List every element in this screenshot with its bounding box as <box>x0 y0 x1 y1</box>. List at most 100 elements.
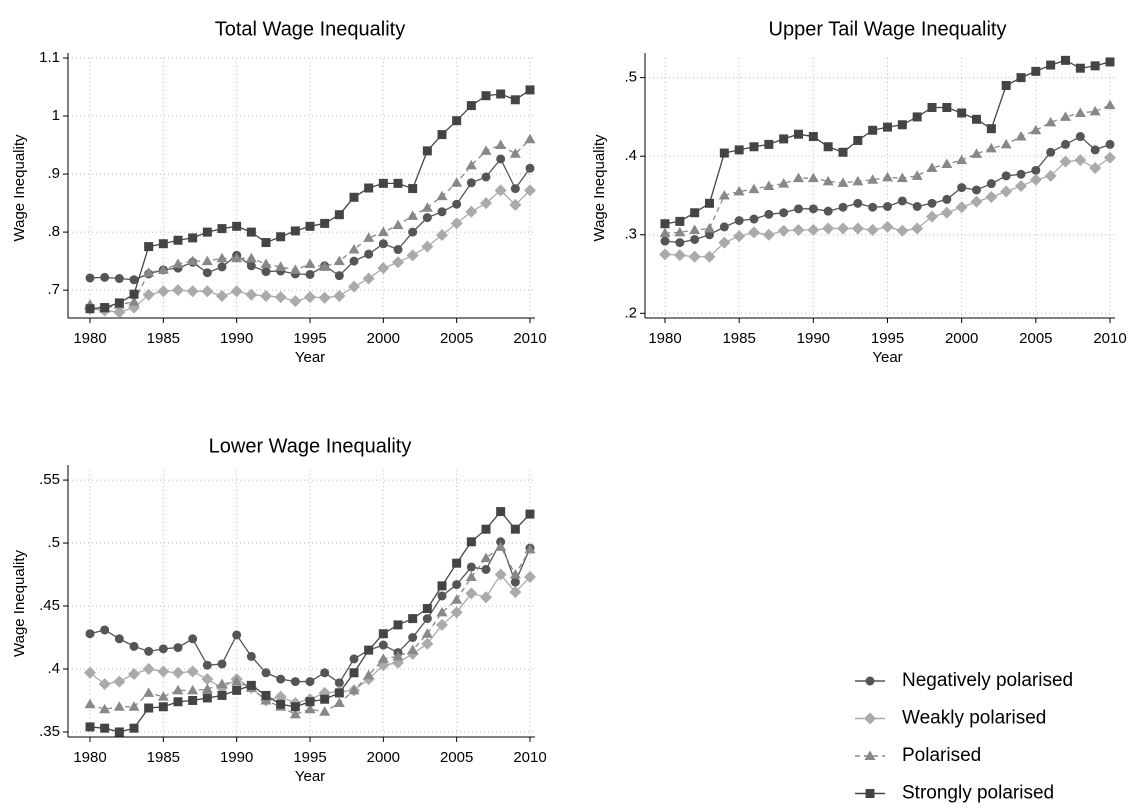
marker <box>128 296 140 306</box>
marker <box>1029 173 1042 186</box>
marker <box>867 174 879 184</box>
marker <box>364 645 374 655</box>
marker <box>436 606 448 617</box>
marker <box>718 236 731 249</box>
marker <box>188 695 198 705</box>
marker <box>733 186 745 196</box>
marker <box>261 238 271 248</box>
marker <box>245 288 258 301</box>
marker <box>334 688 344 698</box>
marker <box>777 224 790 237</box>
marker <box>690 234 700 244</box>
marker <box>1045 116 1057 127</box>
marker <box>719 222 729 232</box>
x-tick-label: 1985 <box>147 330 180 347</box>
marker <box>348 280 360 293</box>
marker <box>364 249 374 259</box>
marker <box>970 195 983 208</box>
marker <box>276 674 286 684</box>
marker <box>276 232 286 242</box>
marker <box>245 252 257 263</box>
marker <box>986 124 996 134</box>
marker <box>84 698 96 709</box>
marker <box>276 699 286 709</box>
x-axis-label: Year <box>295 768 325 785</box>
marker <box>480 552 492 563</box>
marker <box>348 684 360 695</box>
marker <box>524 133 536 144</box>
marker <box>201 285 214 298</box>
marker <box>85 722 95 732</box>
chart-title: Total Wage Inequality <box>215 18 405 40</box>
marker <box>422 614 432 624</box>
marker <box>393 620 403 630</box>
marker <box>451 177 463 187</box>
marker <box>436 618 448 631</box>
y-tick-label: .5 <box>624 69 637 86</box>
marker <box>378 629 388 639</box>
marker <box>157 665 170 678</box>
marker <box>157 264 169 274</box>
x-tick-label: 2010 <box>1093 330 1126 347</box>
chart-title: Lower Wage Inequality <box>209 435 412 457</box>
marker <box>143 687 155 697</box>
marker <box>926 210 938 223</box>
marker <box>305 221 315 231</box>
marker <box>823 142 833 152</box>
marker <box>1104 99 1116 110</box>
marker <box>158 644 168 654</box>
marker <box>764 139 774 149</box>
marker <box>202 660 212 670</box>
legend-label: Polarised <box>902 745 981 766</box>
marker <box>509 198 522 211</box>
marker <box>230 285 243 298</box>
x-tick-label: 2010 <box>513 330 546 347</box>
marker <box>408 184 418 194</box>
marker <box>1074 154 1087 167</box>
marker <box>246 261 256 271</box>
marker <box>883 122 892 132</box>
marker <box>305 677 315 687</box>
marker <box>480 145 492 155</box>
marker <box>986 179 996 189</box>
marker <box>897 120 907 130</box>
x-tick-label: 1990 <box>220 749 253 766</box>
marker <box>659 248 671 261</box>
marker <box>187 255 199 266</box>
marker <box>495 139 507 150</box>
marker <box>172 666 184 679</box>
marker <box>659 227 671 238</box>
marker <box>100 272 110 282</box>
marker <box>510 577 520 587</box>
marker <box>349 668 359 678</box>
marker <box>779 208 789 218</box>
marker <box>421 202 433 212</box>
marker <box>940 206 953 219</box>
marker <box>231 252 243 263</box>
marker <box>496 89 506 99</box>
marker <box>100 303 110 313</box>
marker <box>794 129 803 139</box>
marker <box>304 703 316 714</box>
y-tick-label: .2 <box>624 304 637 321</box>
marker <box>451 594 463 604</box>
marker <box>705 230 714 240</box>
marker <box>1074 107 1086 117</box>
marker <box>792 224 805 237</box>
marker <box>942 194 952 204</box>
marker <box>320 668 330 678</box>
marker <box>972 185 981 195</box>
marker <box>1089 105 1101 116</box>
marker <box>466 537 476 547</box>
marker <box>853 135 863 145</box>
marker <box>436 229 448 242</box>
y-tick-label: .5 <box>47 534 60 551</box>
marker <box>320 694 330 704</box>
marker <box>113 306 126 319</box>
marker <box>333 255 345 266</box>
marker <box>524 543 536 554</box>
marker <box>217 224 227 234</box>
marker <box>114 634 124 644</box>
marker <box>173 643 183 653</box>
